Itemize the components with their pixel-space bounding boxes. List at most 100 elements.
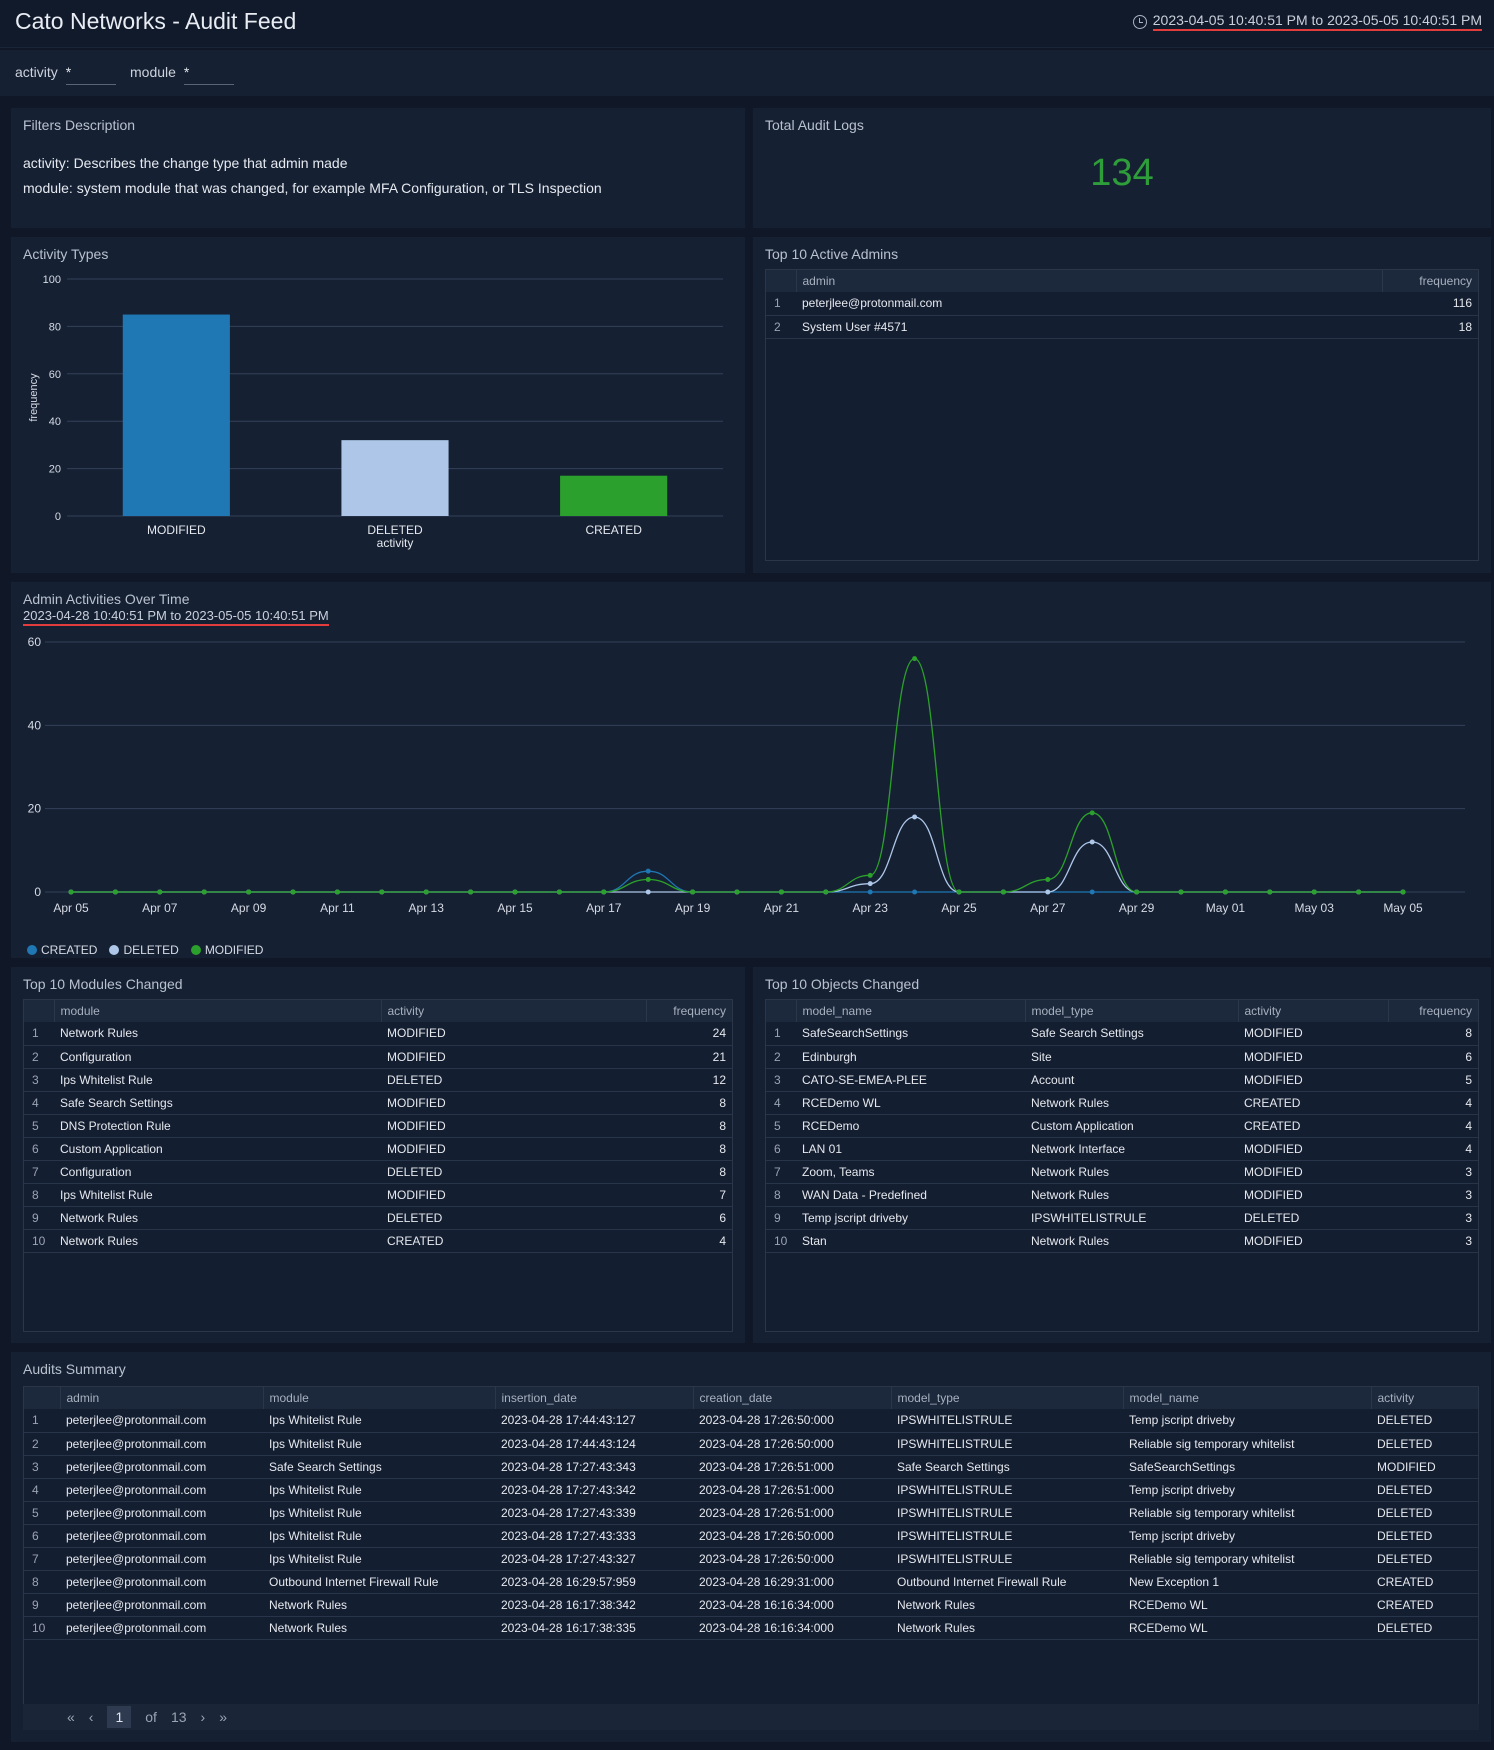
table-row[interactable]: 4 Safe Search Settings MODIFIED 8 bbox=[24, 1091, 732, 1115]
column-header[interactable]: creation_date bbox=[693, 1387, 892, 1409]
time-range-picker[interactable]: 2023-04-05 10:40:51 PM to 2023-05-05 10:… bbox=[1132, 12, 1482, 31]
table-row[interactable]: 6 LAN 01 Network Interface MODIFIED 4 bbox=[766, 1137, 1478, 1161]
row-index: 2 bbox=[766, 315, 796, 339]
table-row[interactable]: 1 SafeSearchSettings Safe Search Settings M… bbox=[766, 1022, 1478, 1046]
column-header[interactable]: admin bbox=[60, 1387, 264, 1409]
table-row[interactable]: 1 peterjlee@protonmail.com 116 bbox=[766, 292, 1478, 316]
row-index: 6 bbox=[24, 1137, 54, 1161]
table-row[interactable]: 7 Configuration DELETED 8 bbox=[24, 1160, 732, 1184]
table-row[interactable]: 3 CATO-SE-EMEA-PLEE Account MODIFIED 5 bbox=[766, 1068, 1478, 1092]
x-tick-label: Apr 07 bbox=[142, 901, 178, 915]
column-header[interactable]: model_type bbox=[891, 1387, 1124, 1409]
table-row[interactable]: 5 peterjlee@protonmail.com Ips Whitelist R… bbox=[24, 1501, 1478, 1525]
chart-legend: CREATED DELETED MODIFIED bbox=[27, 943, 263, 957]
model-name-cell: Reliable sig temporary whitelist bbox=[1123, 1501, 1371, 1525]
activity-cell: CREATED bbox=[381, 1229, 646, 1253]
activity-cell: MODIFIED bbox=[1238, 1229, 1388, 1253]
point-modified bbox=[246, 889, 252, 895]
admin-cell: peterjlee@protonmail.com bbox=[60, 1570, 263, 1594]
model-name-cell: Temp jscript driveby bbox=[796, 1206, 1025, 1230]
top-admins-panel: Top 10 Active Admins admin frequency 1 p… bbox=[753, 237, 1491, 573]
column-header[interactable]: activity bbox=[1238, 1000, 1389, 1022]
table-row[interactable]: 2 Edinburgh Site MODIFIED 6 bbox=[766, 1045, 1478, 1069]
column-header[interactable]: activity bbox=[381, 1000, 647, 1022]
time-range-text[interactable]: 2023-04-05 10:40:51 PM to 2023-05-05 10:… bbox=[1152, 12, 1482, 31]
model-type-cell: Network Rules bbox=[1025, 1183, 1238, 1207]
table-row[interactable]: 5 RCEDemo Custom Application CREATED 4 bbox=[766, 1114, 1478, 1138]
column-header[interactable]: module bbox=[263, 1387, 496, 1409]
prev-page-icon[interactable]: ‹ bbox=[88, 1709, 94, 1725]
description-line: activity: Describes the change type that… bbox=[23, 155, 348, 171]
column-header[interactable]: insertion_date bbox=[495, 1387, 694, 1409]
table-row[interactable]: 9 Temp jscript driveby IPSWHITELISTRULE DEL… bbox=[766, 1206, 1478, 1230]
pagination: « ‹ 1 of 13 › » bbox=[23, 1704, 1479, 1730]
table-row[interactable]: 3 Ips Whitelist Rule DELETED 12 bbox=[24, 1068, 732, 1092]
table-row[interactable]: 6 peterjlee@protonmail.com Ips Whitelist R… bbox=[24, 1524, 1478, 1548]
column-header[interactable]: activity bbox=[1371, 1387, 1478, 1409]
panel-title: Total Audit Logs bbox=[765, 117, 864, 133]
table-row[interactable]: 5 DNS Protection Rule MODIFIED 8 bbox=[24, 1114, 732, 1138]
table-row[interactable]: 7 peterjlee@protonmail.com Ips Whitelist R… bbox=[24, 1547, 1478, 1571]
table-row[interactable]: 2 System User #4571 18 bbox=[766, 315, 1478, 339]
module-cell: Ips Whitelist Rule bbox=[263, 1547, 495, 1571]
column-header[interactable]: frequency bbox=[1382, 270, 1478, 292]
audits-summary-panel: Audits Summary admin module insertion_da… bbox=[11, 1352, 1491, 1742]
point-modified bbox=[1089, 810, 1095, 816]
legend-item-modified[interactable]: MODIFIED bbox=[190, 943, 263, 957]
table-row[interactable]: 6 Custom Application MODIFIED 8 bbox=[24, 1137, 732, 1161]
row-index: 8 bbox=[24, 1183, 54, 1207]
legend-item-deleted[interactable]: DELETED bbox=[109, 943, 179, 957]
point-modified bbox=[690, 889, 696, 895]
point-modified bbox=[1178, 889, 1184, 895]
legend-item-created[interactable]: CREATED bbox=[27, 943, 97, 957]
table-row[interactable]: 10 Network Rules CREATED 4 bbox=[24, 1229, 732, 1253]
top-modules-table-box: module activity frequency 1 Network Rules… bbox=[23, 999, 733, 1332]
panel-title: Filters Description bbox=[23, 117, 136, 133]
table-row[interactable]: 10 peterjlee@protonmail.com Network Rules 2… bbox=[24, 1616, 1478, 1640]
first-page-icon[interactable]: « bbox=[67, 1709, 75, 1725]
table-row[interactable]: 3 peterjlee@protonmail.com Safe Search Set… bbox=[24, 1455, 1478, 1479]
column-header[interactable]: frequency bbox=[646, 1000, 732, 1022]
table-row[interactable]: 9 peterjlee@protonmail.com Network Rules 20… bbox=[24, 1593, 1478, 1617]
filter-module[interactable]: module * bbox=[130, 64, 234, 85]
x-tick-label: Apr 27 bbox=[1030, 901, 1066, 915]
row-index: 6 bbox=[766, 1137, 796, 1161]
column-header[interactable]: module bbox=[54, 1000, 382, 1022]
admin-cell: peterjlee@protonmail.com bbox=[60, 1409, 263, 1433]
chart-time-range[interactable]: 2023-04-28 10:40:51 PM to 2023-05-05 10:… bbox=[23, 608, 329, 626]
y-tick-label: 100 bbox=[43, 274, 61, 286]
column-header[interactable]: model_name bbox=[1123, 1387, 1372, 1409]
last-page-icon[interactable]: » bbox=[219, 1709, 227, 1725]
point-modified bbox=[68, 889, 74, 895]
table-row[interactable]: 8 peterjlee@protonmail.com Outbound Intern… bbox=[24, 1570, 1478, 1594]
filter-module-input[interactable]: * bbox=[183, 64, 234, 85]
panel-title: Activity Types bbox=[23, 246, 109, 262]
module-cell: Network Rules bbox=[54, 1206, 381, 1230]
activity-cell: MODIFIED bbox=[381, 1114, 646, 1138]
column-header[interactable]: model_type bbox=[1025, 1000, 1239, 1022]
table-row[interactable]: 1 peterjlee@protonmail.com Ips Whitelist R… bbox=[24, 1409, 1478, 1433]
filter-activity-input[interactable]: * bbox=[65, 64, 116, 85]
table-row[interactable]: 8 Ips Whitelist Rule MODIFIED 7 bbox=[24, 1183, 732, 1207]
table-row[interactable]: 8 WAN Data - Predefined Network Rules MODIF… bbox=[766, 1183, 1478, 1207]
frequency-cell: 24 bbox=[646, 1022, 732, 1046]
table-row[interactable]: 2 Configuration MODIFIED 21 bbox=[24, 1045, 732, 1069]
table-row[interactable]: 9 Network Rules DELETED 6 bbox=[24, 1206, 732, 1230]
current-page[interactable]: 1 bbox=[107, 1706, 132, 1728]
point-modified bbox=[912, 656, 918, 662]
table-row[interactable]: 4 peterjlee@protonmail.com Ips Whitelist R… bbox=[24, 1478, 1478, 1502]
creation-date-cell: 2023-04-28 17:26:50:000 bbox=[693, 1409, 891, 1433]
model-type-cell: Safe Search Settings bbox=[891, 1455, 1123, 1479]
table-row[interactable]: 7 Zoom, Teams Network Rules MODIFIED 3 bbox=[766, 1160, 1478, 1184]
table-row[interactable]: 4 RCEDemo WL Network Rules CREATED 4 bbox=[766, 1091, 1478, 1115]
column-header[interactable]: model_name bbox=[796, 1000, 1026, 1022]
column-header[interactable]: admin bbox=[796, 270, 1383, 292]
next-page-icon[interactable]: › bbox=[200, 1709, 206, 1725]
table-row[interactable]: 1 Network Rules MODIFIED 24 bbox=[24, 1022, 732, 1046]
column-header[interactable]: frequency bbox=[1388, 1000, 1478, 1022]
y-tick-label: 0 bbox=[34, 885, 41, 899]
table-row[interactable]: 10 Stan Network Rules MODIFIED 3 bbox=[766, 1229, 1478, 1253]
y-tick-label: 60 bbox=[28, 635, 42, 649]
filter-activity[interactable]: activity * bbox=[15, 64, 116, 85]
table-row[interactable]: 2 peterjlee@protonmail.com Ips Whitelist R… bbox=[24, 1432, 1478, 1456]
